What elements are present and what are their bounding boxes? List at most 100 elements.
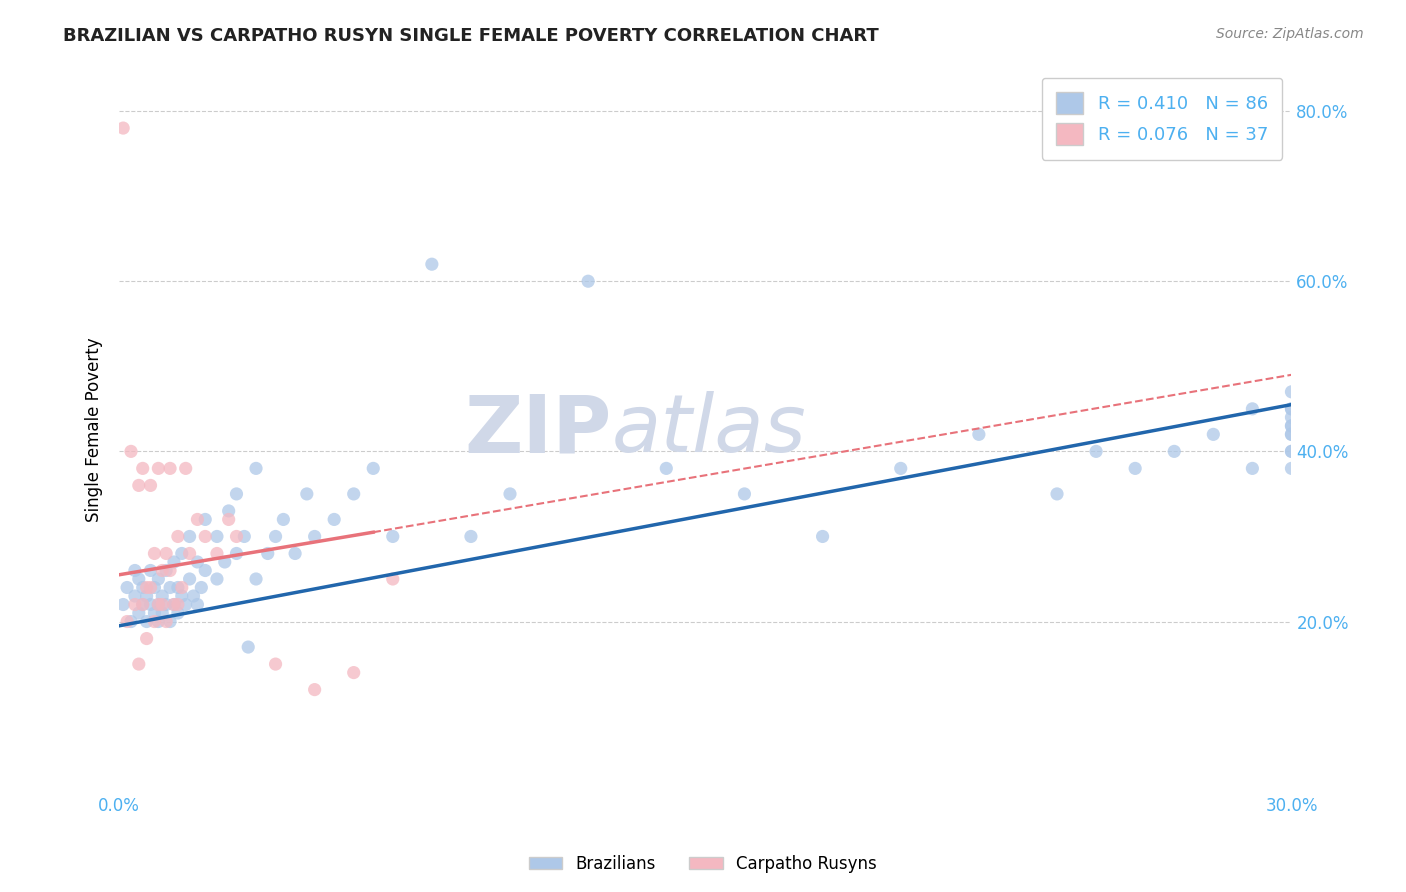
Point — [186, 555, 208, 569]
Point — [1281, 444, 1303, 458]
Point — [264, 529, 287, 543]
Legend: Brazilians, Carpatho Rusyns: Brazilians, Carpatho Rusyns — [523, 848, 883, 880]
Point — [190, 581, 212, 595]
Point — [115, 615, 138, 629]
Point — [124, 589, 146, 603]
Point — [120, 615, 142, 629]
Point — [124, 598, 146, 612]
Point — [460, 529, 482, 543]
Point — [135, 581, 157, 595]
Point — [967, 427, 990, 442]
Point — [1241, 461, 1264, 475]
Point — [150, 598, 173, 612]
Point — [499, 487, 522, 501]
Point — [112, 121, 135, 136]
Point — [233, 529, 256, 543]
Point — [159, 581, 181, 595]
Point — [124, 564, 146, 578]
Point — [304, 529, 326, 543]
Point — [148, 615, 170, 629]
Point — [1241, 401, 1264, 416]
Point — [1085, 444, 1108, 458]
Point — [381, 529, 404, 543]
Point — [295, 487, 318, 501]
Point — [186, 512, 208, 526]
Point — [128, 657, 150, 671]
Point — [132, 598, 155, 612]
Point — [155, 546, 177, 560]
Point — [150, 606, 173, 620]
Point — [343, 487, 366, 501]
Point — [205, 529, 228, 543]
Point — [179, 546, 201, 560]
Point — [284, 546, 307, 560]
Point — [150, 564, 173, 578]
Point — [143, 615, 166, 629]
Point — [1163, 444, 1185, 458]
Point — [128, 606, 150, 620]
Point — [238, 640, 260, 654]
Point — [112, 598, 135, 612]
Point — [135, 615, 157, 629]
Point — [159, 564, 181, 578]
Point — [194, 564, 217, 578]
Point — [148, 572, 170, 586]
Point — [1281, 418, 1303, 433]
Legend: R = 0.410   N = 86, R = 0.076   N = 37: R = 0.410 N = 86, R = 0.076 N = 37 — [1042, 78, 1282, 160]
Point — [304, 682, 326, 697]
Point — [205, 572, 228, 586]
Point — [135, 632, 157, 646]
Point — [1281, 401, 1303, 416]
Point — [155, 564, 177, 578]
Point — [323, 512, 346, 526]
Point — [143, 546, 166, 560]
Point — [256, 546, 278, 560]
Point — [179, 529, 201, 543]
Point — [132, 461, 155, 475]
Point — [273, 512, 295, 526]
Text: atlas: atlas — [612, 391, 806, 469]
Text: Source: ZipAtlas.com: Source: ZipAtlas.com — [1216, 27, 1364, 41]
Point — [1123, 461, 1146, 475]
Point — [170, 589, 193, 603]
Point — [194, 529, 217, 543]
Point — [205, 546, 228, 560]
Point — [159, 615, 181, 629]
Point — [225, 546, 247, 560]
Point — [381, 572, 404, 586]
Point — [163, 598, 186, 612]
Point — [811, 529, 834, 543]
Point — [128, 572, 150, 586]
Point — [135, 589, 157, 603]
Point — [139, 478, 162, 492]
Point — [1202, 427, 1225, 442]
Point — [132, 581, 155, 595]
Point — [115, 581, 138, 595]
Point — [159, 461, 181, 475]
Point — [143, 606, 166, 620]
Point — [214, 555, 236, 569]
Point — [128, 478, 150, 492]
Point — [170, 581, 193, 595]
Point — [1281, 461, 1303, 475]
Point — [183, 589, 205, 603]
Point — [361, 461, 384, 475]
Point — [143, 581, 166, 595]
Point — [733, 487, 755, 501]
Y-axis label: Single Female Poverty: Single Female Poverty — [86, 338, 103, 523]
Point — [245, 461, 267, 475]
Point — [1281, 384, 1303, 399]
Point — [139, 564, 162, 578]
Text: BRAZILIAN VS CARPATHO RUSYN SINGLE FEMALE POVERTY CORRELATION CHART: BRAZILIAN VS CARPATHO RUSYN SINGLE FEMAL… — [63, 27, 879, 45]
Point — [148, 461, 170, 475]
Point — [343, 665, 366, 680]
Point — [1281, 427, 1303, 442]
Point — [167, 598, 190, 612]
Point — [170, 546, 193, 560]
Point — [186, 598, 208, 612]
Point — [167, 581, 190, 595]
Point — [890, 461, 912, 475]
Point — [155, 615, 177, 629]
Point — [1281, 410, 1303, 425]
Point — [174, 598, 197, 612]
